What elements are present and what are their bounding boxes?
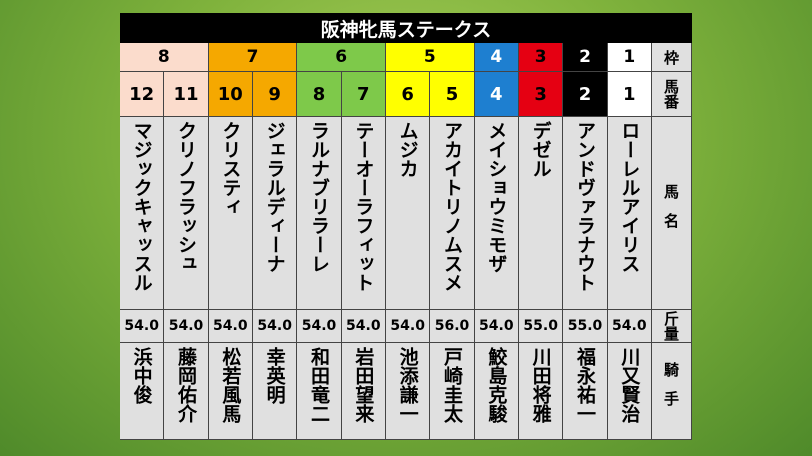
horse-number: 1: [607, 72, 652, 117]
weight: 54.0: [341, 310, 386, 343]
row-label: 馬名: [652, 117, 692, 310]
horse-number: 10: [208, 72, 253, 117]
horse-name: テーオーラフィット: [341, 117, 386, 310]
weight: 54.0: [607, 310, 652, 343]
horse-name: アンドヴァラナウト: [563, 117, 608, 310]
frame-cell: 3: [519, 43, 564, 72]
frame-cell: 5: [386, 43, 475, 72]
horse-name: マジックキャッスル: [120, 117, 165, 310]
weight: 54.0: [297, 310, 342, 343]
horse-number: 7: [341, 72, 386, 117]
jockey: 和田竜二: [297, 343, 342, 440]
horse-number: 2: [563, 72, 608, 117]
jockey: 池添謙一: [386, 343, 431, 440]
horse-number: 6: [386, 72, 431, 117]
weight: 56.0: [430, 310, 475, 343]
horse-name: クリスティ: [208, 117, 253, 310]
row-label: 枠: [652, 43, 692, 72]
horse-number: 5: [430, 72, 475, 117]
frame-cell: 7: [208, 43, 298, 72]
jockey: 幸英明: [253, 343, 298, 440]
entry-table: 阪神牝馬ステークス 枠馬番 馬名 斤量 騎手 8 7 6 5 4 3 2 1 12 マジックキャッスル 54…: [120, 13, 692, 440]
weight: 54.0: [120, 310, 165, 343]
weight: 54.0: [386, 310, 431, 343]
frame-cell: 2: [563, 43, 608, 72]
row-label: 馬番: [652, 72, 692, 117]
jockey: 戸崎圭太: [430, 343, 475, 440]
weight: 54.0: [253, 310, 298, 343]
horse-name: クリノフラッシュ: [164, 117, 209, 310]
horse-name: メイショウミモザ: [474, 117, 519, 310]
frame-cell: 1: [607, 43, 652, 72]
jockey: 川田将雅: [519, 343, 564, 440]
title: 阪神牝馬ステークス: [320, 18, 492, 41]
horse-name: デゼル: [519, 117, 564, 310]
weight: 54.0: [164, 310, 209, 343]
horse-number: 9: [253, 72, 298, 117]
horse-name: ジェラルディーナ: [253, 117, 298, 310]
horse-number: 11: [164, 72, 209, 117]
jockey: 福永祐一: [563, 343, 608, 440]
jockey: 浜中俊: [120, 343, 165, 440]
jockey: 松若風馬: [208, 343, 253, 440]
jockey: 鮫島克駿: [474, 343, 519, 440]
horse-number: 8: [297, 72, 342, 117]
weight: 55.0: [519, 310, 564, 343]
weight: 54.0: [208, 310, 253, 343]
jockey: 岩田望来: [341, 343, 386, 440]
horse-name: ムジカ: [386, 117, 431, 310]
horse-number: 4: [474, 72, 519, 117]
row-label: 斤量: [652, 310, 692, 343]
weight: 54.0: [474, 310, 519, 343]
frame-cell: 6: [297, 43, 386, 72]
row-label: 騎手: [652, 343, 692, 440]
frame-cell: 8: [120, 43, 209, 72]
jockey: 川又賢治: [607, 343, 652, 440]
horse-number: 3: [519, 72, 564, 117]
jockey: 藤岡佑介: [164, 343, 209, 440]
horse-name: アカイトリノムスメ: [430, 117, 475, 310]
horse-number: 12: [120, 72, 165, 117]
horse-name: ラルナブリラーレ: [297, 117, 342, 310]
horse-name: ローレルアイリス: [607, 117, 652, 310]
weight: 55.0: [563, 310, 608, 343]
frame-cell: 4: [474, 43, 519, 72]
